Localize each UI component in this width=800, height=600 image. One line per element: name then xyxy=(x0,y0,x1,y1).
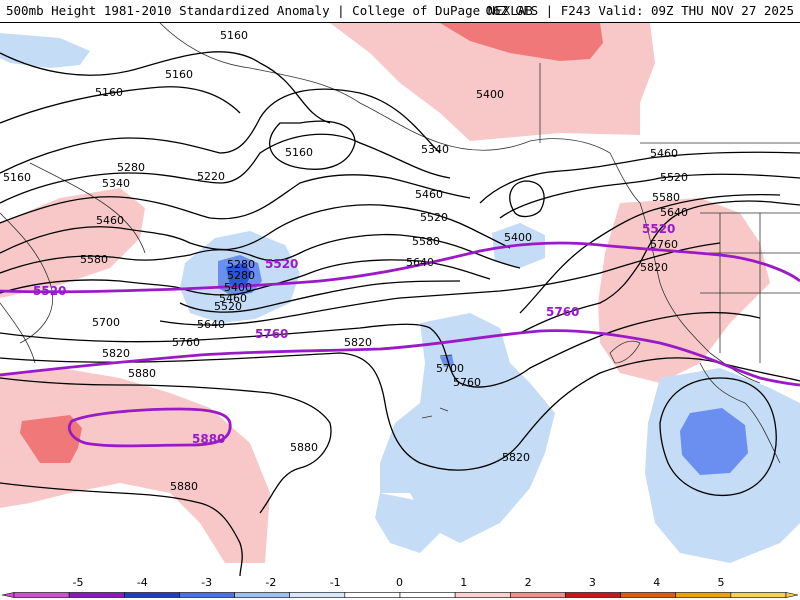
contour-label: 5580 xyxy=(80,253,108,266)
contour-label: 5460 xyxy=(650,147,678,160)
colorbar-segment xyxy=(565,592,621,598)
thick-label: 5520 xyxy=(265,257,298,271)
colorbar-segment xyxy=(68,592,125,598)
contour-label: 5580 xyxy=(652,191,680,204)
colorbar-tick-label: 1 xyxy=(460,576,468,589)
colorbar-right-arrow xyxy=(785,592,799,598)
negative-anomaly-kamchatka-center xyxy=(226,263,252,285)
colorbar-segment xyxy=(234,592,291,598)
contour-labels: 5160 5160 5160 5160 5160 5220 5280 5340 … xyxy=(3,29,688,493)
colorbar-segment xyxy=(509,592,566,598)
colorbar-tick-label: 4 xyxy=(653,576,661,589)
contour-label: 5520 xyxy=(420,211,448,224)
contour-label: 5880 xyxy=(170,480,198,493)
thickness-contours xyxy=(0,241,800,448)
contour-label: 5820 xyxy=(502,451,530,464)
contour-label: 5520 xyxy=(660,171,688,184)
positive-anomaly-subtropics-core xyxy=(20,415,82,463)
map-header: 500mb Height 1981-2010 Standardized Anom… xyxy=(0,0,800,22)
contour-label: 5160 xyxy=(3,171,31,184)
map-panel: 5160 5160 5160 5160 5160 5220 5280 5340 … xyxy=(0,22,800,577)
colorbar-segment xyxy=(620,592,677,598)
colorbar-segment xyxy=(675,592,732,598)
contour-label: 5760 xyxy=(172,336,200,349)
colorbar-tick-label: 3 xyxy=(588,576,596,589)
contour-label: 5400 xyxy=(504,231,532,244)
colorbar-segment xyxy=(399,592,456,598)
contour-label: 5220 xyxy=(197,170,225,183)
contour-label: 5880 xyxy=(290,441,318,454)
anomaly-shading xyxy=(0,23,800,563)
colorbar-tick-label: -1 xyxy=(329,576,341,589)
contour-label: 5880 xyxy=(128,367,156,380)
negative-anomaly-baja-core xyxy=(680,408,748,475)
contour-label: 5460 xyxy=(219,292,247,305)
colorbar-segment xyxy=(179,592,235,598)
negative-anomaly-south xyxy=(375,493,440,553)
positive-anomaly-west-coast xyxy=(598,198,770,383)
colorbar-segment xyxy=(730,592,787,598)
contour-label: 5280 xyxy=(227,258,255,271)
colorbar-svg xyxy=(1,592,799,598)
colorbar-segment xyxy=(289,592,346,598)
contour-label: 5340 xyxy=(102,177,130,190)
colorbar-tick-label: -2 xyxy=(265,576,277,589)
model-run-valid-time: 06Z GFS | F243 Valid: 09Z THU NOV 27 202… xyxy=(485,3,794,18)
contour-label: 5640 xyxy=(406,256,434,269)
colorbar-segment xyxy=(123,592,180,598)
contour-label: 5340 xyxy=(421,143,449,156)
colorbar-left-arrow xyxy=(1,592,15,598)
thickness-labels: 5520 5520 5520 5760 5760 5880 xyxy=(33,222,675,446)
contour-label: 5280 xyxy=(117,161,145,174)
colorbar-tick-label: 0 xyxy=(396,576,403,589)
thick-label: 5760 xyxy=(546,305,579,319)
contour-label: 5160 xyxy=(165,68,193,81)
thick-label: 5760 xyxy=(255,327,288,341)
contour-label: 5400 xyxy=(224,281,252,294)
contour-label: 5160 xyxy=(220,29,248,42)
colorbar-tick-label: 5 xyxy=(717,576,725,589)
colorbar-tick-label: -4 xyxy=(136,576,148,589)
anomaly-colorbar: -5 -4 -3 -2 -1 0 1 2 3 4 5 xyxy=(0,576,800,600)
contour-label: 5760 xyxy=(650,238,678,251)
map-canvas: 5160 5160 5160 5160 5160 5220 5280 5340 … xyxy=(0,23,800,576)
negative-anomaly-far-nw xyxy=(0,33,90,68)
height-contours xyxy=(0,51,800,576)
colorbar-segment xyxy=(13,592,70,598)
colorbar-tick-label: 2 xyxy=(524,576,532,589)
contour-label: 5760 xyxy=(453,376,481,389)
map-title: 500mb Height 1981-2010 Standardized Anom… xyxy=(6,3,533,18)
contour-label: 5820 xyxy=(102,347,130,360)
contour-label: 5820 xyxy=(640,261,668,274)
positive-anomaly-japan xyxy=(0,188,145,298)
contour-label: 5160 xyxy=(95,86,123,99)
contour-label: 5700 xyxy=(436,362,464,375)
contour-label: 5820 xyxy=(344,336,372,349)
colorbar-segment xyxy=(454,592,511,598)
contour-label: 5400 xyxy=(476,88,504,101)
contour-label: 5160 xyxy=(285,146,313,159)
thick-label: 5520 xyxy=(33,284,66,298)
contour-label: 5640 xyxy=(660,206,688,219)
negative-anomaly-hawaii xyxy=(380,313,555,543)
negative-anomaly-hawaii-core xyxy=(440,355,454,367)
colorbar-segment xyxy=(344,592,401,598)
contour-label: 5460 xyxy=(415,188,443,201)
thick-label: 5880 xyxy=(192,432,225,446)
positive-anomaly-alaska-core xyxy=(440,23,603,61)
contour-label: 5700 xyxy=(92,316,120,329)
colorbar-segments xyxy=(1,592,799,598)
contour-label: 5580 xyxy=(412,235,440,248)
colorbar-tick-label: -3 xyxy=(201,576,213,589)
contour-label: 5640 xyxy=(197,318,225,331)
contour-label: 5460 xyxy=(96,214,124,227)
contour-label: 5280 xyxy=(227,269,255,282)
positive-anomaly-subtropics xyxy=(0,368,270,563)
colorbar-tick-label: -5 xyxy=(72,576,84,589)
thick-label: 5520 xyxy=(642,222,675,236)
contour-label: 5520 xyxy=(214,300,242,313)
